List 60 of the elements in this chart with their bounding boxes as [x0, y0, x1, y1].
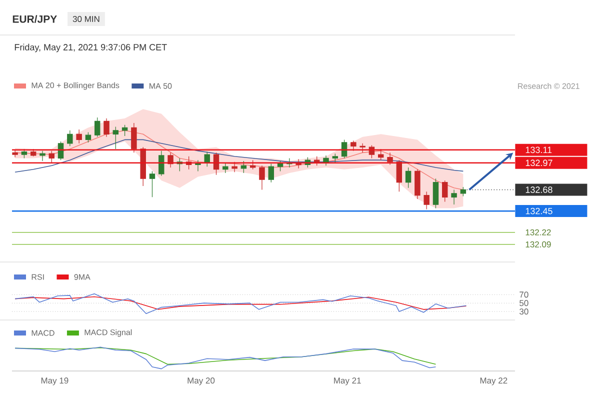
y-tick-label: 70 [520, 292, 528, 298]
y-tick-label: 132.97 [526, 160, 552, 166]
legend-label: 9MA [74, 274, 90, 280]
candlestick [250, 160, 256, 170]
candlestick [414, 169, 420, 200]
candlestick [360, 143, 366, 153]
candlestick [460, 186, 466, 197]
candlestick [432, 178, 439, 209]
candlestick [268, 163, 274, 183]
candlestick [387, 152, 393, 166]
candlestick [67, 130, 73, 146]
candlestick [378, 148, 384, 160]
candlestick [48, 150, 54, 164]
legend-label: MACD Signal [84, 329, 132, 337]
y-tick-label: 30 [520, 308, 528, 315]
candlestick [158, 150, 164, 176]
legend-label: RSI [32, 274, 44, 280]
candlestick [85, 132, 92, 143]
candlestick [222, 162, 228, 174]
candlestick [442, 180, 448, 202]
candlestick [405, 167, 412, 188]
x-tick-label: May 22 [480, 378, 508, 386]
candlestick [104, 118, 110, 138]
legend-label: MACD [32, 330, 54, 336]
line-series [14, 293, 467, 314]
candlestick [131, 122, 137, 153]
candlestick [76, 129, 82, 144]
y-tick-label: 132.22 [526, 229, 551, 236]
chart-title: EUR/JPY [12, 15, 57, 23]
x-tick-label: May 21 [334, 378, 361, 386]
candlestick [30, 148, 36, 157]
candlestick [232, 162, 238, 172]
candlestick [332, 153, 338, 164]
y-tick-label: 132.68 [526, 186, 552, 193]
candlestick [424, 191, 430, 210]
y-tick-label: 50 [520, 300, 528, 306]
candlestick [451, 189, 457, 205]
candlestick [149, 170, 156, 198]
candlestick [240, 160, 247, 174]
legend-label: MA 50 [150, 83, 172, 89]
y-tick-label: 132.09 [526, 241, 551, 248]
candlestick [350, 140, 356, 152]
x-tick-label: May 20 [188, 378, 215, 386]
candlestick [204, 151, 210, 167]
candlestick [40, 150, 46, 162]
text: Research © 2021 [518, 83, 580, 89]
candlestick [140, 146, 146, 186]
candlestick [21, 148, 28, 159]
candlestick [12, 150, 18, 158]
candlestick [122, 124, 128, 136]
y-tick-label: 133.11 [526, 146, 552, 154]
legend-label: MA 20 + Bollinger Bands [32, 82, 120, 90]
candlestick [112, 126, 119, 150]
candlestick [259, 165, 265, 190]
y-tick-label: 132.45 [526, 208, 552, 214]
candlestick [94, 117, 100, 138]
x-tick-label: May 19 [41, 378, 68, 386]
text: 30 MIN [72, 16, 100, 22]
candlestick [277, 160, 284, 172]
text: Friday, May 21, 2021 9:37:06 PM CET [14, 44, 167, 52]
